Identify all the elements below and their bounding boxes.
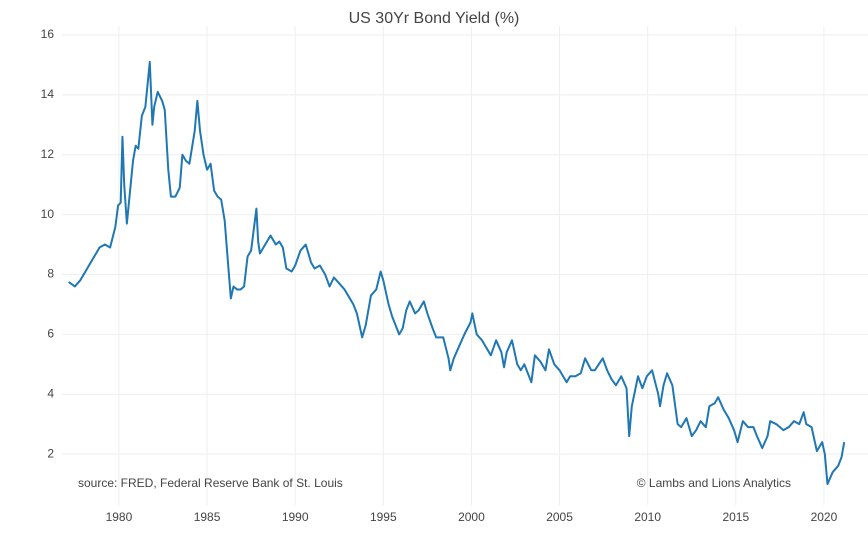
x-tick-label: 2010: [634, 510, 661, 524]
x-tick-label: 1995: [370, 510, 397, 524]
y-tick-label: 8: [47, 267, 54, 281]
data-line: [68, 60, 846, 486]
y-tick-label: 6: [47, 327, 54, 341]
y-tick-label: 16: [41, 27, 55, 41]
annotation: © Lambs and Lions Analytics: [637, 476, 791, 490]
x-tick-label: 1985: [194, 510, 221, 524]
x-tick-label: 2015: [722, 510, 749, 524]
x-tick-label: 2005: [546, 510, 573, 524]
chart-title: US 30Yr Bond Yield (%): [349, 10, 520, 27]
x-tick-label: 1980: [106, 510, 133, 524]
y-tick-label: 12: [41, 147, 55, 161]
x-tick-label: 2020: [811, 510, 838, 524]
y-tick-label: 14: [41, 87, 55, 101]
y-tick-label: 4: [47, 386, 54, 400]
y-tick-label: 10: [41, 207, 55, 221]
x-tick-label: 1990: [282, 510, 309, 524]
y-tick-label: 2: [47, 446, 54, 460]
annotation: source: FRED, Federal Reserve Bank of St…: [78, 476, 343, 490]
x-tick-label: 2000: [458, 510, 485, 524]
